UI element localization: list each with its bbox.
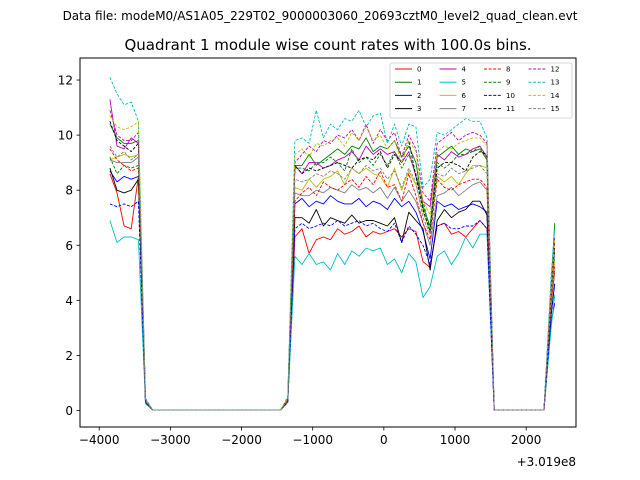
y-tick-label: 10 [58,129,73,143]
legend-label-7: 7 [462,105,466,113]
series-layer [109,77,556,411]
y-tick-label: 8 [65,184,73,198]
x-tick-label: 1000 [440,433,471,447]
x-tick-label: 0 [380,433,388,447]
y-tick-label: 6 [65,239,73,253]
series-line-13 [109,77,556,411]
legend-label-8: 8 [506,66,510,74]
x-tick-label: −1000 [292,433,333,447]
chart-title: Quadrant 1 module wise count rates with … [124,36,531,54]
series-line-11 [109,121,556,411]
legend-label-12: 12 [551,66,560,74]
legend-label-1: 1 [417,79,421,87]
x-tick-label: −3000 [150,433,191,447]
legend-label-14: 14 [551,92,560,100]
y-tick-label: 4 [65,294,73,308]
legend-label-0: 0 [417,66,421,74]
legend-label-11: 11 [506,105,515,113]
legend-label-4: 4 [462,66,467,74]
legend-label-13: 13 [551,79,560,87]
y-tick-label: 0 [65,404,73,418]
legend-label-6: 6 [462,92,467,100]
legend-label-10: 10 [506,92,515,100]
figure-suptitle: Data file: modeM0/AS1A05_229T02_90000030… [63,9,578,23]
legend-label-5: 5 [462,79,466,87]
series-line-12 [109,110,556,411]
legend-label-9: 9 [506,79,510,87]
legend-label-2: 2 [417,92,421,100]
y-tick-label: 12 [58,74,73,88]
x-axis: −4000 −3000 −2000 −1000 0 1000 2000 [79,427,542,447]
legend-label-3: 3 [417,105,421,113]
series-line-15 [109,145,556,411]
y-axis: 0 2 4 6 8 10 12 [58,74,80,418]
x-offset-label: +3.019e8 [517,455,576,469]
y-tick-label: 2 [65,349,73,363]
x-tick-label: 2000 [511,433,542,447]
legend-label-15: 15 [551,105,560,113]
series-line-14 [109,115,556,411]
series-line-9 [109,145,556,411]
x-tick-label: −4000 [79,433,120,447]
x-tick-label: −2000 [221,433,262,447]
legend-box [389,62,573,119]
axes-frame [79,57,577,428]
